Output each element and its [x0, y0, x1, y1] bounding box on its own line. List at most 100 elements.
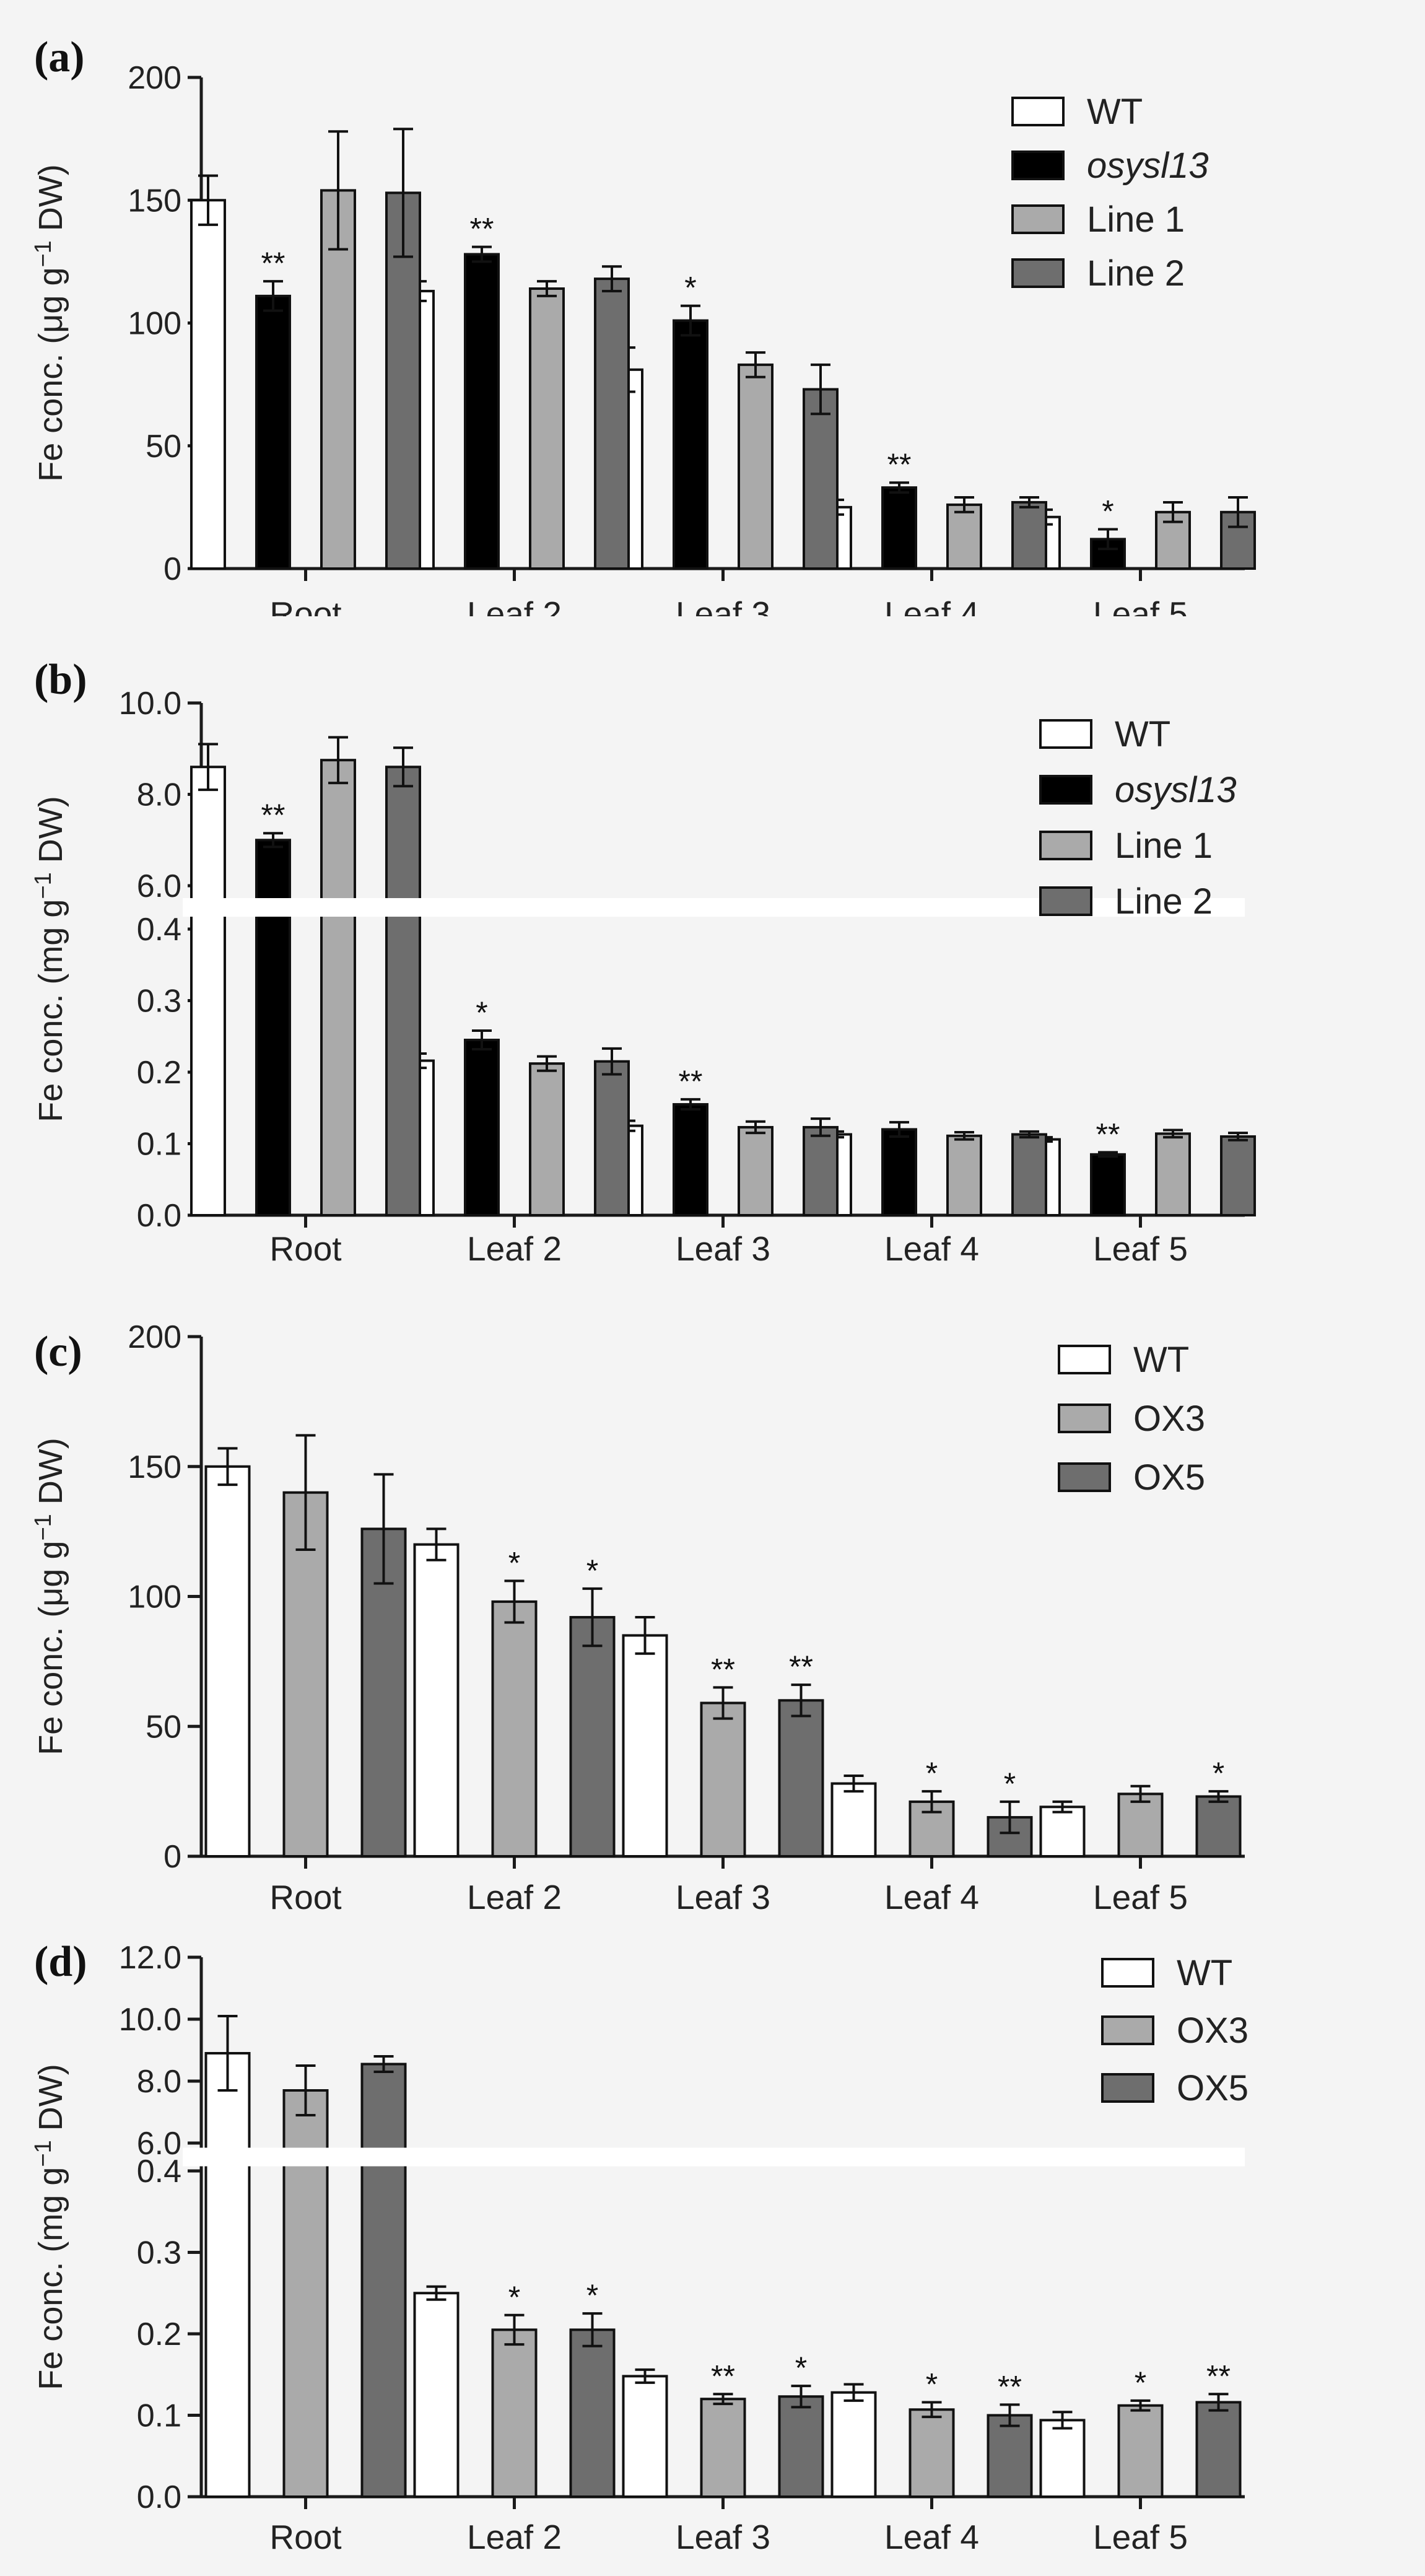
y-tick-label: 50 — [146, 429, 181, 465]
y-tick-label: 0.4 — [137, 912, 181, 948]
x-tick-label: Leaf 2 — [467, 2518, 562, 2556]
significance-label: * — [1004, 1766, 1016, 1801]
bar — [1195, 2401, 1242, 2498]
legend-swatch — [1011, 151, 1065, 180]
legend-swatch — [1039, 775, 1092, 805]
bar — [738, 1125, 774, 1217]
y-tick-label: 10.0 — [119, 2002, 181, 2038]
bar — [255, 294, 291, 570]
legend-swatch — [1101, 1958, 1154, 1988]
legend-label: Line 2 — [1115, 881, 1213, 922]
significance-label: ** — [1206, 2359, 1231, 2393]
legend-label: WT — [1087, 92, 1143, 132]
legend-label: osysl13 — [1087, 146, 1209, 186]
y-axis-label: Fe conc. (μg g−1 DW) — [30, 164, 69, 482]
bar — [529, 1062, 565, 1217]
y-tick-label: 0.0 — [137, 1198, 181, 1234]
x-tick-label: Leaf 3 — [676, 1878, 770, 1916]
bar — [204, 2052, 251, 2498]
bar — [464, 1039, 500, 1217]
bar — [255, 839, 291, 1216]
legend-swatch — [1011, 97, 1065, 126]
bar — [1090, 1153, 1126, 1216]
significance-label: ** — [711, 2359, 735, 2393]
y-tick-label: 0.0 — [137, 2479, 181, 2515]
legend-swatch — [1039, 886, 1092, 916]
x-tick-label: Leaf 5 — [1093, 1878, 1188, 1916]
significance-label: * — [684, 271, 696, 305]
x-tick-label: Leaf 3 — [676, 1229, 770, 1268]
y-tick-label: 150 — [128, 183, 181, 219]
y-tick-label: 12.0 — [119, 1940, 181, 1976]
bar — [987, 2414, 1033, 2498]
legend-swatch — [1101, 2073, 1154, 2103]
panel-b: 0.0 0.1 0.2 0.3 0.4 6.0 8.0 10.0 Root Leaf 2 Leaf … — [0, 616, 1425, 1288]
y-tick-label: 0.3 — [137, 984, 181, 1019]
bar — [622, 2375, 668, 2498]
bar — [673, 319, 708, 570]
significance-label: * — [1102, 494, 1113, 529]
bar — [413, 1543, 460, 1858]
x-tick-label: Leaf 2 — [467, 1878, 562, 1916]
y-tick-label: 0.1 — [137, 1127, 181, 1163]
legend-label: osysl13 — [1115, 770, 1237, 810]
y-tick-label: 200 — [128, 60, 181, 96]
bar — [778, 1699, 824, 1858]
legend-label: Line 1 — [1115, 826, 1213, 866]
bar — [282, 1491, 329, 1858]
legend-swatch — [1101, 2015, 1154, 2045]
bar — [1039, 1805, 1086, 1858]
legend-label: WT — [1115, 714, 1170, 754]
significance-label: * — [1135, 2365, 1146, 2400]
bar — [622, 1634, 668, 1858]
panel-label: (a) — [34, 33, 85, 81]
bar — [569, 1616, 616, 1858]
bar — [1011, 1133, 1047, 1216]
legend-label: WT — [1133, 1340, 1189, 1380]
x-tick-label: Leaf 5 — [1093, 2518, 1188, 2556]
y-tick-label: 0.4 — [137, 2154, 181, 2190]
bar — [946, 1134, 982, 1217]
significance-label: ** — [1096, 1117, 1120, 1151]
legend-swatch — [1058, 1404, 1111, 1433]
bar — [738, 363, 774, 570]
legend-swatch — [1058, 1345, 1111, 1374]
x-tick-label: Root — [269, 1229, 341, 1268]
y-tick-label: 6.0 — [137, 868, 181, 904]
bar — [320, 189, 356, 570]
significance-label: ** — [789, 1649, 813, 1684]
significance-label: * — [508, 2280, 520, 2315]
bar — [529, 287, 565, 570]
bar — [413, 2292, 460, 2498]
y-tick-label: 100 — [128, 1579, 181, 1615]
legend-label: OX3 — [1177, 2011, 1249, 2051]
y-tick-label: 100 — [128, 306, 181, 342]
bar — [1117, 1792, 1164, 1858]
panel-label: (b) — [34, 656, 87, 704]
bar — [385, 766, 421, 1216]
bar — [1117, 2404, 1164, 2498]
bar — [700, 1701, 746, 1858]
significance-label: * — [1213, 1756, 1224, 1791]
significance-label: * — [476, 995, 487, 1030]
bar — [594, 277, 630, 570]
bar — [1039, 2419, 1086, 2498]
legend-swatch — [1039, 831, 1092, 860]
bar — [491, 2328, 538, 2499]
bar — [491, 1600, 538, 1858]
panel-d: 0.0 0.1 0.2 0.3 0.46.0 8.0 10.0 12.0 Root Leaf 2 L… — [0, 1917, 1425, 2576]
y-tick-label: 0.2 — [137, 2316, 181, 2352]
panel-label: (c) — [34, 1328, 82, 1376]
y-tick-label: 150 — [128, 1449, 181, 1485]
bar — [204, 1465, 251, 1858]
significance-label: * — [586, 1553, 598, 1588]
panel-label: (d) — [34, 1938, 87, 1986]
legend-label: OX5 — [1133, 1457, 1205, 1498]
y-tick-label: 10.0 — [119, 686, 181, 722]
x-tick-label: Root — [269, 2518, 341, 2556]
bar — [803, 1125, 839, 1217]
significance-label: ** — [998, 2369, 1022, 2404]
legend-swatch — [1058, 1462, 1111, 1492]
x-tick-label: Leaf 5 — [1093, 1229, 1188, 1268]
